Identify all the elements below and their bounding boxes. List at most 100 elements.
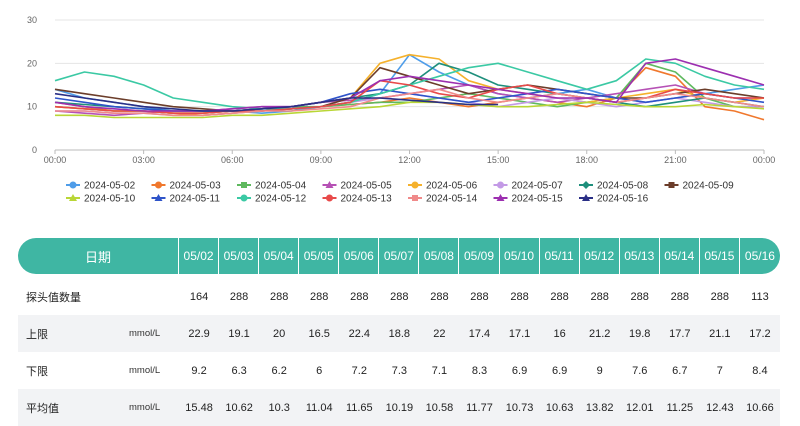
legend-label: 2024-05-08	[597, 181, 649, 192]
table-cell: 288	[550, 290, 569, 303]
table-cell: 7.1	[431, 364, 448, 377]
table-cell: 17.2	[739, 315, 780, 352]
legend-item[interactable]: 2024-05-07	[493, 181, 564, 192]
row-label: 探头值数量	[26, 291, 81, 304]
legend-item[interactable]: 2024-05-15	[493, 194, 564, 205]
legend-label: 2024-05-07	[512, 181, 564, 192]
date-column-header: 05/03	[219, 238, 260, 274]
row-unit	[123, 278, 179, 315]
legend-item[interactable]: 2024-05-09	[664, 181, 735, 192]
table-cell: 6	[316, 364, 323, 377]
table-cell: 288	[590, 290, 609, 303]
date-header-label: 日期	[18, 238, 180, 274]
legend-label: 2024-05-11	[170, 194, 221, 205]
table-cell: 11.25	[659, 389, 700, 426]
legend-marker-icon	[582, 194, 590, 201]
legend-label: 2024-05-10	[84, 194, 136, 205]
table-cell: 15.48	[179, 389, 220, 426]
table-cell: 10.19	[379, 389, 420, 426]
date-column-header: 05/05	[299, 238, 340, 274]
row-unit: mmol/L	[123, 389, 180, 426]
legend-marker-icon	[497, 181, 504, 189]
row-label: 上限	[18, 315, 123, 352]
x-tick-label: 06:00	[221, 155, 244, 165]
table-cell: 12.01	[619, 389, 660, 426]
legend-item[interactable]: 2024-05-02	[66, 181, 136, 192]
legend-item[interactable]: 2024-05-13	[322, 194, 393, 205]
table-cell: 16.5	[299, 315, 340, 352]
legend-item[interactable]: 2024-05-05	[322, 181, 393, 192]
table-cell: 22.4	[339, 315, 380, 352]
date-column-header: 05/09	[459, 238, 500, 274]
date-column-header: 05/04	[259, 238, 300, 274]
table-cell: 11.65	[339, 389, 380, 426]
table-cell: 11.77	[459, 389, 500, 426]
legend-item[interactable]: 2024-05-16	[579, 194, 649, 205]
legend-label: 2024-05-06	[426, 181, 478, 192]
date-column-header: 05/08	[419, 238, 460, 274]
x-tick-label: 09:00	[310, 155, 333, 165]
legend-marker-icon	[668, 182, 675, 188]
legend-label: 2024-05-03	[170, 181, 222, 192]
legend-item[interactable]: 2024-05-06	[408, 181, 478, 192]
legend-label: 2024-05-05	[341, 181, 393, 192]
table-cell: 21.1	[699, 315, 740, 352]
table-cell: 10.58	[419, 389, 460, 426]
legend-marker-icon	[69, 181, 77, 189]
row-label: 下限	[26, 365, 48, 378]
table-cell: 18.8	[379, 315, 420, 352]
legend-item[interactable]: 2024-05-04	[237, 181, 307, 192]
table-cell: 17.4	[459, 315, 500, 352]
chart-svg: 0 10 20 30 00:00 03:00 06:00 09:00 12:00 15:00 18…	[27, 15, 776, 205]
legend-marker-icon	[412, 195, 418, 201]
table-cell: 288	[470, 290, 489, 303]
legend-label: 2024-05-09	[683, 181, 735, 192]
table-cell: 7.6	[632, 364, 648, 377]
date-column-header: 05/16	[739, 238, 780, 274]
table-cell: 288	[510, 290, 529, 303]
table-cell: 288	[350, 290, 369, 303]
x-tick-label: 00:00	[753, 155, 776, 165]
x-tick-label: 12:00	[398, 155, 421, 165]
table-cell: 288	[310, 290, 329, 303]
table-cell: 10.63	[539, 389, 580, 426]
table-row: 上限 mmol/L 22.9 19.1 20 16.5 22.4 18.8 22 17.4 17.1…	[18, 315, 780, 352]
legend-item[interactable]: 2024-05-12	[237, 194, 307, 205]
date-column-header: 05/14	[659, 238, 700, 274]
date-column-header: 05/15	[699, 238, 740, 274]
y-tick-label: 20	[27, 58, 37, 68]
table-cell: 19.1	[219, 315, 260, 352]
legend-item[interactable]: 2024-05-08	[579, 181, 649, 192]
legend-item[interactable]: 2024-05-03	[151, 181, 222, 192]
table-cell: 17.7	[659, 315, 700, 352]
series-lines	[54, 53, 765, 121]
table-cell: 9.2	[191, 364, 207, 377]
table-header-row: 日期 05/02 05/03 05/04 05/05 05/06 05/07 05/08 05…	[18, 238, 780, 274]
legend-item[interactable]: 2024-05-11	[151, 194, 221, 205]
legend-marker-icon	[411, 181, 419, 189]
table-cell: 16	[539, 315, 580, 352]
legend-marker-icon	[69, 194, 77, 201]
date-column-header: 05/13	[619, 238, 660, 274]
legend-item[interactable]: 2024-05-10	[66, 194, 136, 205]
table-cell: 7.2	[351, 364, 367, 377]
x-axis-ticks: 00:00 03:00 06:00 09:00 12:00 15:00 18:00 21:00…	[44, 150, 776, 165]
legend-item[interactable]: 2024-05-14	[408, 194, 478, 205]
table-cell: 6.9	[551, 364, 568, 377]
legend-marker-icon	[582, 181, 590, 189]
table-cell: 288	[710, 290, 730, 303]
table-cell: 20	[259, 315, 300, 352]
legend-marker-icon	[326, 194, 333, 202]
x-tick-label: 21:00	[664, 155, 687, 165]
glucose-line-chart: 0 10 20 30 00:00 03:00 06:00 09:00 12:00 15:00 18…	[27, 15, 776, 205]
table-cell: 10.3	[259, 389, 300, 426]
row-unit: mmol/L	[129, 365, 161, 376]
x-tick-label: 15:00	[487, 155, 510, 165]
legend-marker-icon	[325, 181, 334, 188]
series-line-2024-05-16	[54, 92, 499, 112]
table-cell: 10.66	[739, 389, 780, 426]
table-cell: 6.9	[511, 364, 528, 377]
table-cell: 288	[390, 290, 409, 303]
row-label: 平均值	[18, 389, 123, 426]
table-cell: 288	[229, 290, 249, 303]
